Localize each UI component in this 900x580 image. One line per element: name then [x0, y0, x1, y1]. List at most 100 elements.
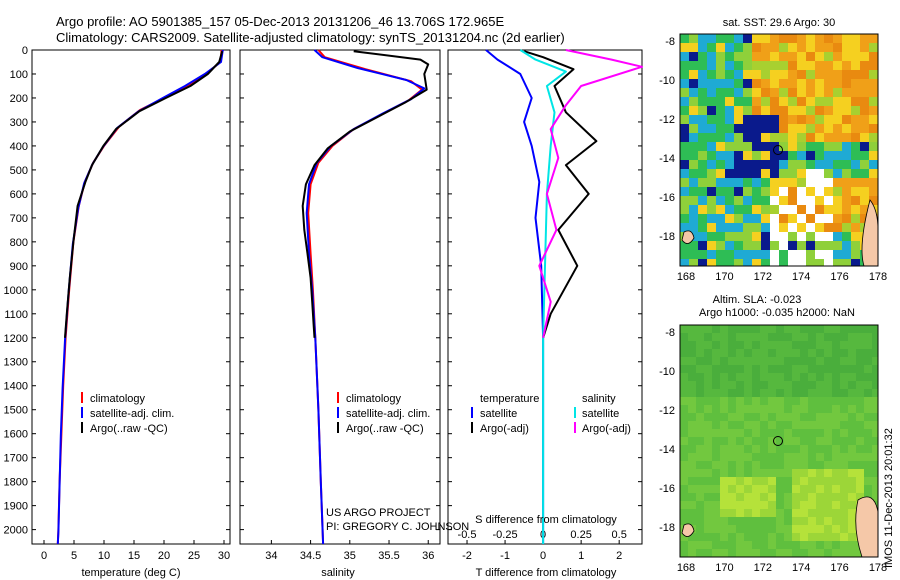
sst-cell [698, 61, 707, 70]
sla-cell [696, 413, 704, 421]
sla-cell [824, 549, 832, 557]
sst-cell [824, 232, 833, 241]
sst-cell [743, 187, 752, 196]
series-line-temperature-satellite [485, 49, 545, 544]
sst-cell [842, 115, 851, 124]
sla-cell [840, 437, 848, 445]
sla-cell [752, 549, 760, 557]
sst-cell [761, 250, 770, 259]
sst-cell [761, 43, 770, 52]
sla-cell [848, 389, 856, 397]
sla-cell [704, 325, 712, 333]
sla-cell [736, 453, 744, 461]
sst-cell [815, 79, 824, 88]
sla-cell [784, 541, 792, 549]
map-y-tick-label: -16 [659, 483, 675, 495]
sla-cell [856, 493, 864, 501]
sst-cell [842, 52, 851, 61]
sst-cell [869, 169, 878, 178]
sst-cell [860, 43, 869, 52]
sla-cell [760, 437, 768, 445]
sla-cell [816, 541, 824, 549]
sla-cell [736, 541, 744, 549]
sla-cell [680, 517, 688, 525]
x-tick-label: 30 [218, 550, 230, 562]
sst-cell [797, 196, 806, 205]
map-y-tick-label: -14 [659, 444, 675, 456]
sla-cell [744, 357, 752, 365]
sst-cell [779, 223, 788, 232]
sst-cell [689, 97, 698, 106]
sla-cell [840, 389, 848, 397]
sst-cell [734, 187, 743, 196]
sla-cell [776, 349, 784, 357]
map-y-tick-label: -8 [665, 327, 675, 339]
map-y-tick-label: -10 [659, 75, 675, 87]
sla-cell [824, 533, 832, 541]
sla-cell [760, 405, 768, 413]
sst-cell [707, 124, 716, 133]
sla-cell [824, 413, 832, 421]
legend-label-t-argo: Argo(-adj) [480, 423, 529, 435]
sla-cell [864, 341, 872, 349]
sst-cell [689, 196, 698, 205]
sla-cell [792, 501, 800, 509]
sla-cell [864, 381, 872, 389]
salinity-xlabel: salinity [321, 567, 355, 579]
sla-cell [760, 373, 768, 381]
sst-cell [680, 52, 689, 61]
legend-title-salinity: salinity [582, 393, 616, 405]
sla-cell [824, 357, 832, 365]
sst-cell [779, 259, 788, 266]
sla-cell [848, 349, 856, 357]
sla-cell [792, 389, 800, 397]
depth-tick-label: 400 [10, 141, 28, 153]
sla-cell [704, 413, 712, 421]
sla-cell [784, 349, 792, 357]
sst-cell [698, 250, 707, 259]
sst-cell [761, 169, 770, 178]
sla-cell [776, 485, 784, 493]
sla-cell [776, 357, 784, 365]
sst-cell [752, 223, 761, 232]
sla-cell [688, 397, 696, 405]
sla-cell [688, 389, 696, 397]
sla-cell [696, 517, 704, 525]
sla-cell [704, 429, 712, 437]
sla-cell [832, 365, 840, 373]
sla-cell [728, 509, 736, 517]
sla-cell [840, 333, 848, 341]
difference-plot: -2 -1 0 1 2-0.5 -0.25 0 0.25 0.5 [448, 49, 643, 562]
sst-cell [716, 223, 725, 232]
sla-cell [760, 525, 768, 533]
sla-cell [816, 381, 824, 389]
sla-cell [824, 501, 832, 509]
sla-cell [680, 533, 688, 541]
temperature-xlabel: temperature (deg C) [81, 567, 180, 579]
sla-cell [688, 533, 696, 541]
sst-cell [869, 187, 878, 196]
sla-cell [760, 397, 768, 405]
sla-cell [744, 477, 752, 485]
sla-cell [768, 533, 776, 541]
sla-cell [680, 325, 688, 333]
sla-cell [728, 405, 736, 413]
sla-cell [712, 549, 720, 557]
sla-cell [824, 325, 832, 333]
sla-cell [840, 445, 848, 453]
sla-cell [816, 461, 824, 469]
sla-map-title-2: Argo h1000: -0.035 h2000: NaN [699, 307, 855, 319]
x-tick-label: 0 [41, 550, 47, 562]
sla-cell [728, 437, 736, 445]
sst-cell [689, 61, 698, 70]
sst-cell [689, 106, 698, 115]
sla-cell [816, 525, 824, 533]
sla-cell [680, 501, 688, 509]
sst-cell [779, 133, 788, 142]
sla-cell [680, 389, 688, 397]
sst-cell [842, 142, 851, 151]
sst-cell [752, 259, 761, 266]
sst-cell [824, 259, 833, 266]
sst-cell [860, 133, 869, 142]
sla-cell [688, 421, 696, 429]
